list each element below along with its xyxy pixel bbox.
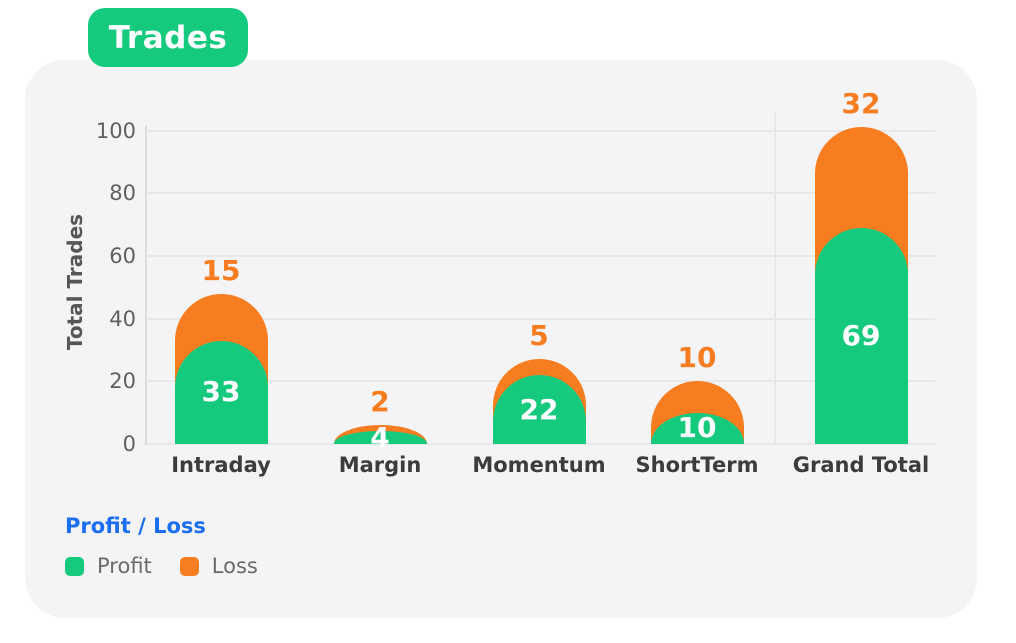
- gridline-40: [146, 317, 935, 320]
- value-label-intraday-profit: 33: [201, 375, 241, 409]
- gridline-0: [146, 443, 935, 445]
- bar-margin-profit-segment[interactable]: [333, 431, 427, 444]
- gridline-100: [146, 129, 935, 132]
- legend-label-profit: Profit: [97, 554, 152, 578]
- bar-intraday-profit-segment[interactable]: [174, 340, 268, 444]
- legend-label-loss: Loss: [211, 554, 258, 578]
- bar-grand-total-profit-segment[interactable]: [814, 227, 908, 444]
- value-label-momentum-loss: 5: [529, 319, 549, 353]
- value-label-grand-total-profit: 69: [841, 318, 881, 352]
- y-tick-label-80: 80: [109, 181, 136, 206]
- legend-swatch-profit: [65, 556, 84, 576]
- y-tick-label-0: 0: [122, 432, 136, 456]
- value-label-margin-loss: 2: [370, 385, 390, 419]
- value-label-grand-total-loss: 32: [841, 87, 881, 121]
- y-axis-title: Total Trades: [63, 213, 87, 351]
- bar-momentum-profit-segment[interactable]: [492, 375, 586, 444]
- y-axis-line: [145, 126, 147, 445]
- y-tick-label-20: 20: [109, 369, 136, 394]
- gridline-60: [146, 254, 935, 257]
- category-label-intraday: Intraday: [171, 453, 271, 477]
- category-label-margin: Margin: [338, 453, 422, 477]
- category-label-shortterm: ShortTerm: [635, 453, 759, 477]
- chart-title: Trades: [108, 19, 228, 56]
- legend-title: Profit / Loss: [65, 514, 206, 538]
- grand-total-separator-line: [774, 112, 776, 445]
- value-label-shortterm-loss: 10: [677, 341, 717, 375]
- category-label-momentum: Momentum: [472, 453, 606, 477]
- value-label-shortterm-profit: 10: [677, 411, 717, 445]
- value-label-margin-profit: 4: [370, 420, 390, 454]
- value-label-intraday-loss: 15: [201, 253, 241, 287]
- legend-swatch-loss: [179, 556, 199, 576]
- gridline-80: [146, 192, 935, 195]
- chart-title-badge: Trades: [88, 8, 248, 67]
- category-label-grand-total: Grand Total: [792, 453, 930, 477]
- value-label-momentum-profit: 22: [519, 392, 559, 426]
- y-tick-label-60: 60: [109, 243, 136, 268]
- y-tick-label-100: 100: [95, 118, 136, 143]
- legend-item-profit[interactable]: Profit: [65, 554, 152, 578]
- legend: Profit Loss: [65, 554, 286, 578]
- y-tick-label-40: 40: [109, 306, 136, 331]
- legend-item-loss[interactable]: Loss: [179, 554, 258, 578]
